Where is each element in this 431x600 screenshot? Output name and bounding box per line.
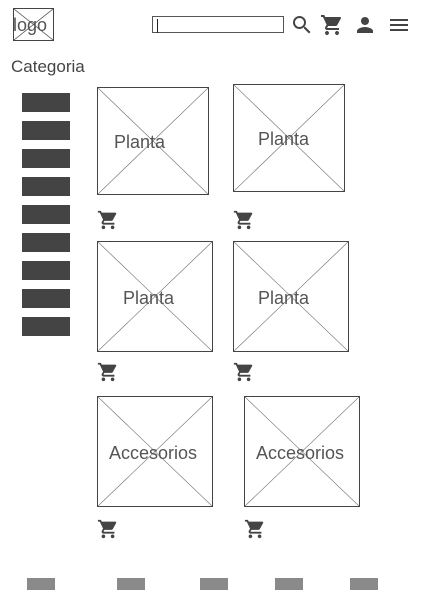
pagination-item[interactable] — [117, 578, 145, 590]
logo-placeholder-x — [14, 9, 53, 40]
pagination-item[interactable] — [200, 578, 228, 590]
cart-icon — [321, 15, 342, 35]
pagination-item[interactable] — [27, 578, 55, 590]
product-image[interactable]: Planta — [233, 84, 345, 192]
cart-icon — [97, 519, 117, 539]
pagination-item[interactable] — [350, 578, 378, 590]
product-label: Planta — [258, 129, 310, 149]
account-button[interactable] — [353, 13, 377, 37]
category-item[interactable] — [22, 149, 70, 168]
logo-label: logo — [13, 15, 48, 35]
image-placeholder-x — [98, 242, 212, 351]
logo[interactable]: logo — [13, 8, 54, 41]
menu-icon — [390, 19, 408, 31]
search-icon — [293, 16, 311, 34]
cart-icon — [233, 362, 253, 382]
category-item[interactable] — [22, 261, 70, 280]
product-label: Accesorios — [256, 443, 345, 463]
image-placeholder-x — [234, 85, 344, 191]
product-image[interactable]: Planta — [233, 241, 349, 352]
category-item[interactable] — [22, 317, 70, 336]
category-item[interactable] — [22, 177, 70, 196]
category-item[interactable] — [22, 93, 70, 112]
pagination-item[interactable] — [275, 578, 303, 590]
search-button[interactable] — [290, 13, 314, 37]
add-to-cart-button[interactable] — [233, 209, 255, 231]
add-to-cart-button[interactable] — [97, 518, 119, 540]
product-label: Planta — [258, 288, 310, 308]
cart-icon — [97, 210, 117, 230]
cart-icon — [97, 362, 117, 382]
category-item[interactable] — [22, 205, 70, 224]
text-caret — [157, 19, 158, 33]
product-image[interactable]: Planta — [97, 241, 213, 352]
category-item[interactable] — [22, 121, 70, 140]
image-placeholder-x — [245, 397, 359, 506]
menu-button[interactable] — [387, 13, 411, 37]
search-input[interactable] — [152, 16, 284, 33]
product-image[interactable]: Accesorios — [97, 396, 213, 507]
cart-button[interactable] — [320, 13, 344, 37]
image-placeholder-x — [234, 242, 348, 351]
add-to-cart-button[interactable] — [244, 518, 266, 540]
person-icon — [357, 17, 373, 33]
add-to-cart-button[interactable] — [97, 361, 119, 383]
add-to-cart-button[interactable] — [233, 361, 255, 383]
category-item[interactable] — [22, 289, 70, 308]
product-image[interactable]: Accesorios — [244, 396, 360, 507]
category-title: Categoria — [11, 57, 85, 76]
image-placeholder-x — [98, 88, 208, 194]
category-item[interactable] — [22, 233, 70, 252]
image-placeholder-x — [98, 397, 212, 506]
cart-icon — [244, 519, 264, 539]
add-to-cart-button[interactable] — [97, 209, 119, 231]
product-label: Accesorios — [109, 443, 198, 463]
product-label: Planta — [114, 132, 166, 152]
product-image[interactable]: Planta — [97, 87, 209, 195]
product-label: Planta — [123, 288, 175, 308]
cart-icon — [233, 210, 253, 230]
